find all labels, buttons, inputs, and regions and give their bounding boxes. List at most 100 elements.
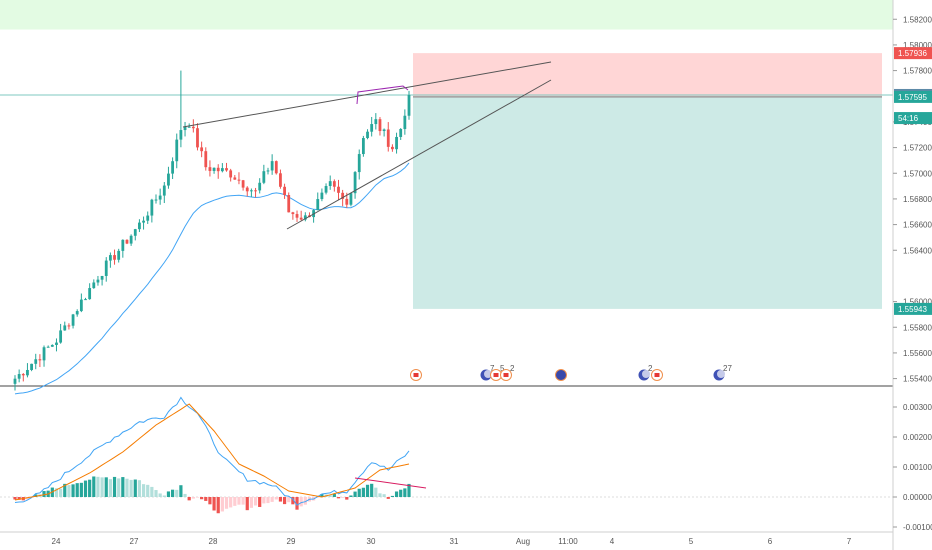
candle-body: [88, 288, 92, 300]
macd-histogram-bar: [42, 491, 46, 497]
candle-body: [84, 299, 87, 301]
macd-histogram-bar: [403, 488, 407, 497]
price-axis: 1.582001.580001.578001.574001.572001.570…: [893, 15, 932, 532]
macd-histogram-bar: [204, 497, 208, 501]
macd-histogram-bar: [34, 494, 38, 497]
divergence-line: [356, 85, 409, 105]
macd-histogram-bar: [175, 489, 179, 497]
moon-icon[interactable]: 27: [713, 364, 733, 381]
flag-canada-icon[interactable]: 5: [490, 364, 506, 381]
candle-body: [399, 129, 403, 137]
candle-body: [154, 199, 158, 201]
candle-body: [361, 138, 365, 155]
candle-body: [254, 190, 257, 192]
wedge-upper-trendline[interactable]: [182, 61, 552, 128]
candle-body: [225, 168, 228, 171]
candle-body: [216, 167, 220, 172]
price-tag-label: 1.57936: [898, 49, 927, 58]
time-tick-label: 29: [287, 537, 296, 546]
candle-body: [270, 161, 274, 171]
macd-histogram-bar: [141, 484, 146, 497]
moon-icon: [717, 370, 725, 378]
macd-histogram-bar: [92, 476, 96, 497]
moon-icon: [484, 370, 492, 378]
event-marker-layer[interactable]: 7 5 2 2 27: [410, 364, 733, 381]
macd-histogram-bar: [336, 497, 341, 499]
take-profit-zone: [413, 96, 882, 309]
candle-body: [320, 192, 324, 200]
macd-histogram-bar: [357, 488, 361, 497]
macd-histogram-bar: [59, 488, 63, 497]
candle-body: [75, 311, 79, 315]
price-tag-label: 54:16: [898, 114, 919, 123]
macd-histogram-bar: [54, 488, 59, 497]
macd-histogram-bar: [195, 497, 200, 498]
candle-body: [167, 173, 170, 186]
macd-histogram-bar: [341, 497, 345, 498]
candle-body: [337, 186, 340, 193]
price-tick-label: 1.58200: [903, 15, 932, 24]
candle-body: [378, 119, 382, 132]
candle-body: [200, 147, 204, 152]
candle-body: [13, 378, 17, 384]
macd-divergence-line: [354, 477, 427, 489]
macd-histogram-bar: [146, 484, 150, 497]
macd-histogram-bar: [241, 497, 245, 505]
candle-body: [283, 186, 286, 196]
moon-icon[interactable]: 2: [638, 364, 654, 381]
candle-body: [382, 129, 386, 132]
price-tag: [894, 90, 932, 103]
candle-body: [237, 179, 241, 181]
event-count-label: 5: [500, 364, 505, 373]
macd-histogram-bar: [295, 497, 299, 510]
candle-body: [349, 193, 353, 205]
time-tick-label: 24: [52, 537, 61, 546]
macd-histogram-bar: [63, 483, 67, 497]
candle-body: [142, 220, 145, 223]
price-tick-label: 1.55800: [903, 323, 932, 332]
candle-body: [138, 222, 141, 230]
macd-histogram-bar: [216, 497, 220, 514]
flag-canada-icon[interactable]: [651, 369, 663, 381]
macd-histogram-bar: [390, 495, 395, 497]
candle-body: [208, 167, 212, 171]
candle-body: [299, 217, 303, 220]
candle-body: [324, 186, 328, 193]
macd-histogram-bar: [104, 477, 108, 497]
candle-body: [104, 260, 108, 276]
candle-body: [113, 255, 116, 260]
flag-canada-icon[interactable]: [410, 369, 422, 381]
macd-histogram-bar: [262, 497, 266, 504]
macd-panel: [0, 396, 893, 514]
flag-canada-icon[interactable]: 2: [500, 364, 516, 381]
wedge-lower-trendline[interactable]: [286, 79, 552, 230]
candle-body: [129, 235, 133, 244]
candle-body: [291, 212, 295, 215]
price-tag-label: 1.57595: [898, 93, 927, 102]
macd-histogram-bar: [158, 493, 162, 497]
macd-histogram-bar: [349, 495, 353, 497]
candle-body: [92, 282, 96, 289]
candle-body: [121, 239, 125, 251]
macd-histogram-bar: [100, 477, 104, 497]
trendline-layer[interactable]: [182, 61, 552, 230]
candle-body: [332, 181, 336, 187]
macd-histogram-bar: [249, 497, 253, 508]
candle-body: [42, 347, 46, 361]
candle-body: [117, 250, 121, 260]
price-tag: [894, 112, 932, 125]
candlestick-layer: [13, 70, 411, 391]
candle-body: [295, 214, 299, 218]
macd-histogram-bar: [129, 479, 133, 497]
macd-histogram-bar: [365, 484, 370, 497]
macd-tick-label: 0.00300: [903, 403, 932, 412]
macd-histogram-bar: [237, 497, 241, 505]
globe-icon[interactable]: [555, 369, 567, 381]
candle-body: [287, 195, 291, 213]
candle-body: [204, 151, 208, 168]
time-tick-label: 11:00: [558, 537, 578, 546]
macd-histogram-bar: [382, 494, 386, 497]
moon-icon[interactable]: 7: [480, 364, 496, 381]
candle-body: [158, 195, 162, 200]
